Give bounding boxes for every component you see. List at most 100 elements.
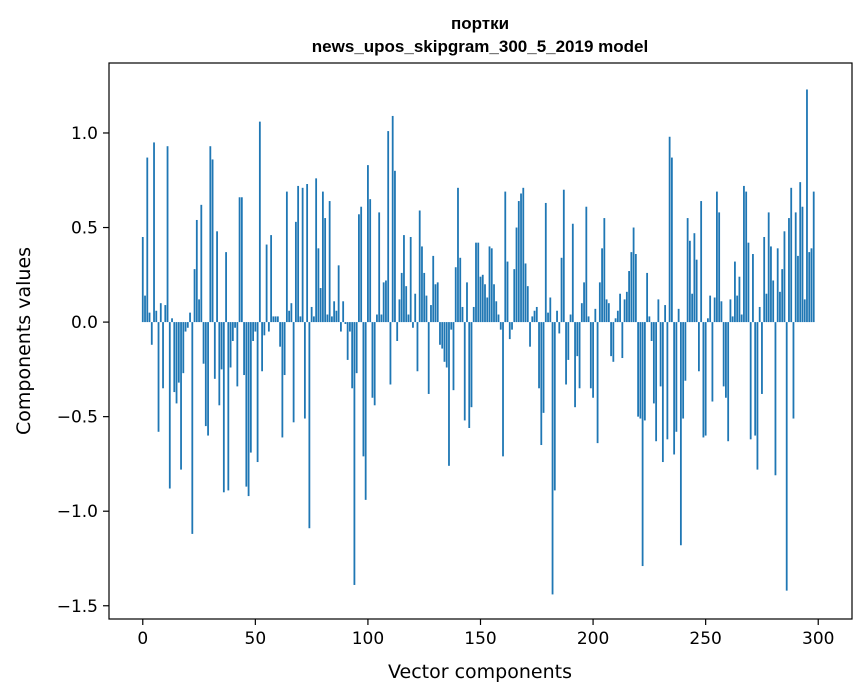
bar <box>166 146 169 323</box>
bar <box>331 316 333 323</box>
bar <box>218 322 221 406</box>
bar <box>324 218 327 323</box>
bar <box>538 322 540 389</box>
bar <box>168 322 171 489</box>
bar <box>700 201 703 323</box>
bar <box>628 271 630 323</box>
bar <box>245 322 248 487</box>
bar <box>783 231 786 323</box>
bar <box>740 314 743 323</box>
y-tick-label: 0.0 <box>71 313 98 333</box>
bar <box>547 312 549 323</box>
bar <box>725 322 727 398</box>
bar <box>630 252 633 323</box>
x-tick-label: 300 <box>802 629 834 649</box>
bar <box>596 322 599 444</box>
bar <box>601 248 603 323</box>
bar <box>267 322 270 332</box>
bar <box>495 301 498 323</box>
bar <box>360 206 363 323</box>
bar <box>648 316 651 323</box>
bar <box>610 322 612 357</box>
bar <box>767 212 770 323</box>
bar <box>285 191 288 323</box>
bar <box>416 322 419 372</box>
bar <box>427 322 430 394</box>
bar <box>195 219 198 323</box>
bar <box>209 146 212 323</box>
bar <box>772 280 775 323</box>
bar <box>436 282 439 323</box>
bar <box>567 322 570 360</box>
bar <box>240 197 243 323</box>
bar <box>704 322 707 436</box>
bar <box>222 322 225 493</box>
bar <box>517 201 520 323</box>
bar <box>560 257 563 323</box>
bar <box>709 295 712 323</box>
bar <box>141 236 144 323</box>
bar <box>583 282 585 323</box>
bar <box>504 191 507 323</box>
bar <box>481 274 484 323</box>
bar <box>761 322 763 394</box>
bar <box>553 322 556 491</box>
bar <box>785 322 788 591</box>
bar <box>394 170 396 323</box>
bar <box>490 248 493 323</box>
bar <box>711 322 714 402</box>
bar <box>484 284 486 323</box>
bar <box>448 322 450 466</box>
bar <box>148 312 151 323</box>
bar <box>718 212 721 323</box>
bar <box>801 206 804 323</box>
x-tick-label: 0 <box>137 629 148 649</box>
y-tick-label: −1.5 <box>57 597 98 617</box>
bar <box>799 182 802 323</box>
bar <box>279 322 282 347</box>
bar <box>308 322 311 529</box>
bar <box>695 259 698 323</box>
bar <box>571 223 574 323</box>
bar <box>529 322 531 347</box>
bar <box>409 236 412 323</box>
bar <box>191 322 194 534</box>
bar <box>788 218 790 323</box>
bar <box>155 310 158 323</box>
bar <box>382 282 385 323</box>
bar <box>661 322 664 463</box>
bar <box>281 322 284 438</box>
bar <box>387 131 390 323</box>
bar <box>454 267 457 323</box>
bar <box>531 316 534 323</box>
bar <box>637 322 640 417</box>
bar <box>389 322 392 385</box>
y-axis-label: Components values <box>13 247 35 435</box>
bar <box>204 322 207 427</box>
bar <box>493 284 495 323</box>
bar <box>340 322 342 332</box>
bar <box>231 322 234 341</box>
bar <box>598 282 601 323</box>
x-tick-label: 150 <box>464 629 496 649</box>
bar <box>249 322 252 453</box>
bar <box>738 276 741 323</box>
bar <box>756 322 759 470</box>
bar <box>621 322 624 359</box>
bar <box>792 322 795 419</box>
bar <box>346 322 349 360</box>
bar <box>351 322 354 389</box>
bar <box>358 214 360 323</box>
bar <box>774 322 777 476</box>
bar <box>430 305 432 323</box>
bar <box>207 322 209 436</box>
bar <box>238 197 241 323</box>
bar <box>177 322 180 383</box>
bar <box>698 322 700 372</box>
bar <box>364 322 367 500</box>
bar <box>292 322 295 423</box>
bar <box>562 189 565 323</box>
bar <box>619 293 621 323</box>
bar <box>418 210 421 323</box>
bar <box>317 248 320 323</box>
